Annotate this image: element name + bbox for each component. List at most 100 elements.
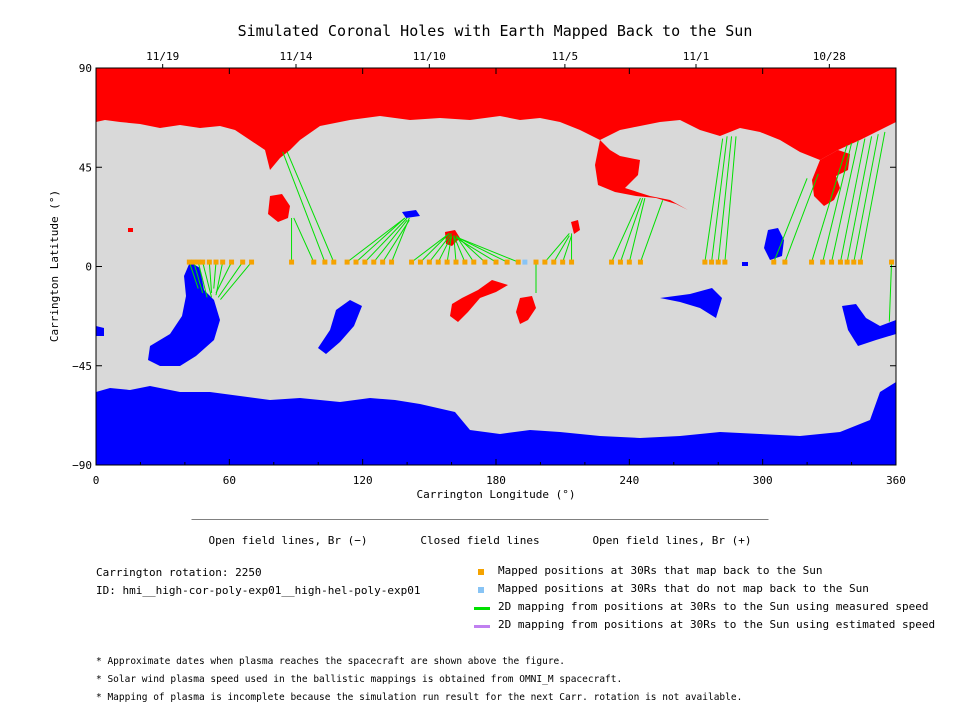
note-incomplete: * Mapping of plasma is incomplete becaus… [96, 692, 743, 703]
mapped-position-point [617, 259, 623, 265]
mapped-position-point [504, 259, 510, 265]
mapping-line [611, 197, 641, 263]
note-speed: * Solar wind plasma speed used in the ba… [96, 674, 623, 685]
mapping-line [457, 237, 508, 263]
north-polar-open-positive-region [96, 68, 896, 170]
mapped-position-point [213, 259, 219, 265]
mapping-line [446, 235, 453, 263]
mapping-line [853, 134, 879, 263]
mapping-line [822, 142, 853, 263]
y-tick-label: −90 [72, 459, 92, 472]
mapping-line [213, 262, 217, 289]
mapping-line [217, 261, 244, 298]
mapping-line [282, 151, 326, 263]
mapping-line [220, 261, 252, 300]
x-tick-label: 60 [223, 474, 236, 487]
mapping-line [215, 261, 233, 294]
y-axis: 90 45 0 −45 −90 [72, 62, 896, 472]
mapped-position-point [715, 259, 721, 265]
south-polar-open-negative-region [96, 382, 896, 465]
open-negative-patch-340 [842, 304, 896, 346]
mapped-position-point [371, 259, 377, 265]
x-tick-label: 240 [619, 474, 639, 487]
top-date-axis: 11/19 11/14 11/10 11/5 11/1 10/28 [146, 50, 846, 68]
mapping-line [458, 237, 519, 263]
open-positive-loop-240 [595, 140, 688, 210]
mapped-position-point [637, 259, 643, 265]
mapped-position-point [426, 259, 432, 265]
mapped-position-point [782, 259, 788, 265]
open-positive-patch-215 [571, 220, 580, 234]
mapped-position-point [609, 259, 615, 265]
open-negative-patch-0 [96, 326, 104, 336]
mapping-line [562, 235, 573, 263]
x-tick-label: 360 [886, 474, 906, 487]
mapped-position-point [551, 259, 557, 265]
mapping-line [193, 261, 204, 294]
date-label: 11/19 [146, 50, 179, 63]
y-tick-label: −45 [72, 360, 92, 373]
mapped-position-point [353, 259, 359, 265]
mapped-position-point [820, 259, 826, 265]
open-negative-patch-290 [742, 262, 748, 266]
mapped-position-point [311, 259, 317, 265]
mapped-position-point [191, 259, 197, 265]
mapped-position-point [417, 259, 423, 265]
mapped-position-point [322, 259, 328, 265]
legend-label-estimated: 2D mapping from positions at 30Rs to the… [498, 618, 936, 631]
mapping-line [453, 235, 466, 263]
mapping-line [724, 136, 737, 263]
open-positive-patch-165-south [450, 280, 508, 322]
open-negative-patch-110 [318, 300, 362, 354]
open-negative-patch-255 [660, 288, 722, 318]
mapped-position-point [200, 259, 206, 265]
mapping-lines-group [188, 131, 893, 322]
mapping-line [208, 262, 213, 294]
mapping-line [202, 261, 213, 298]
x-tick-label: 300 [753, 474, 773, 487]
legend-line-measured [474, 607, 490, 610]
mapped-position-point [229, 259, 235, 265]
mapping-line [846, 136, 873, 263]
mapped-position-point [809, 259, 815, 265]
mapping-line [420, 233, 450, 263]
mapping-line [293, 217, 315, 263]
mapped-position-point [380, 259, 386, 265]
mapped-position-point [344, 259, 350, 265]
mapping-line [364, 217, 408, 263]
y-tick-label: 45 [79, 161, 92, 174]
mapped-position-point [533, 259, 539, 265]
mapped-position-point [709, 259, 715, 265]
mapping-line [455, 237, 497, 263]
mapping-line [773, 178, 808, 263]
mapping-line [831, 140, 859, 263]
open-positive-patch-80 [268, 194, 290, 222]
mapping-line [437, 235, 453, 263]
legend-square-unmapped [478, 587, 484, 593]
mapping-line [859, 131, 886, 263]
mapping-line [619, 197, 644, 263]
mapped-position-point [435, 259, 441, 265]
mapping-line [286, 151, 335, 263]
date-label: 11/14 [279, 50, 312, 63]
legend-label-mapped: Mapped positions at 30Rs that map back t… [498, 564, 823, 577]
mapped-position-point [471, 259, 477, 265]
y-tick-label: 90 [79, 62, 92, 75]
x-axis-label: Carrington Longitude (°) [417, 488, 576, 501]
mapped-position-point [851, 259, 857, 265]
mapping-line [373, 219, 408, 263]
mapping-line [411, 233, 450, 263]
mapping-line [453, 235, 457, 263]
colorbar-label-open-negative: Open field lines, Br (−) [208, 534, 368, 547]
note-dates: * Approximate dates when plasma reaches … [96, 656, 565, 667]
mapping-line [188, 261, 199, 289]
mapped-position-point [186, 259, 192, 265]
mapped-position-point [569, 259, 575, 265]
legend-square-mapped [478, 569, 484, 575]
mapped-position-point [289, 259, 295, 265]
mapped-position-point [206, 259, 212, 265]
y-tick-label: 0 [85, 261, 92, 274]
mapped-position-point [542, 259, 548, 265]
mapping-line [382, 219, 410, 263]
